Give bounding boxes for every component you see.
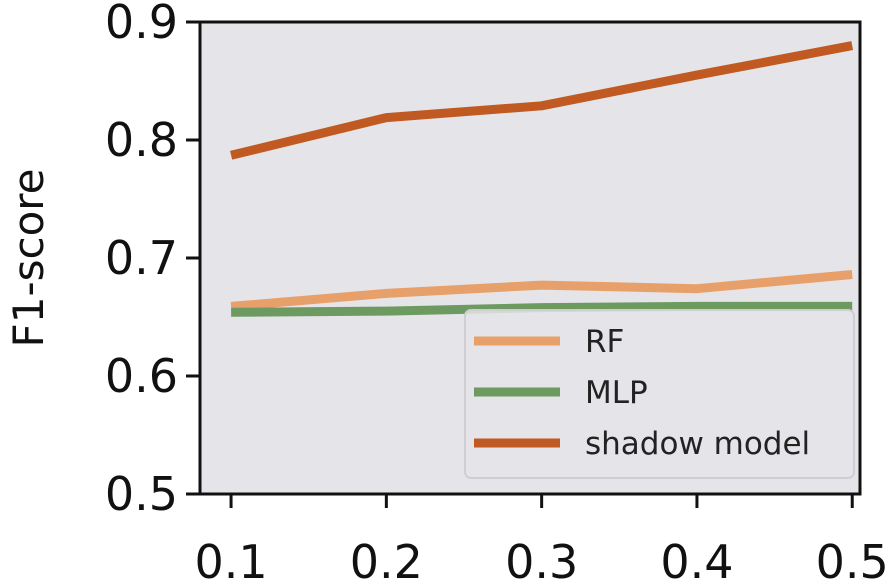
y-tick-label: 0.8 — [105, 113, 178, 167]
legend: RF MLP shadow model — [464, 309, 855, 479]
y-tick-label: 0.6 — [105, 349, 178, 403]
y-tick-label: 0.5 — [105, 467, 178, 521]
y-tick-label: 0.7 — [105, 231, 178, 285]
series-layer — [230, 41, 854, 317]
y-axis-title: F1-score — [4, 169, 53, 348]
series-line-0 — [230, 270, 853, 311]
x-tick-label: 0.2 — [350, 535, 423, 584]
y-axis: 0.5 0.6 0.7 0.8 0.9 — [105, 0, 200, 521]
legend-box — [464, 309, 855, 479]
legend-label-2: shadow model — [585, 426, 810, 462]
series-line-2 — [230, 41, 854, 160]
x-tick-label: 0.1 — [194, 535, 267, 584]
x-tick-label: 0.4 — [660, 535, 733, 584]
x-axis: 0.1 0.2 0.3 0.4 0.5 — [194, 494, 888, 584]
y-tick-label: 0.9 — [105, 0, 178, 49]
series-line-1 — [231, 301, 853, 317]
x-tick-label: 0.3 — [505, 535, 578, 584]
legend-label-0: RF — [585, 324, 624, 360]
legend-label-1: MLP — [585, 375, 648, 411]
x-tick-label: 0.5 — [816, 535, 888, 584]
